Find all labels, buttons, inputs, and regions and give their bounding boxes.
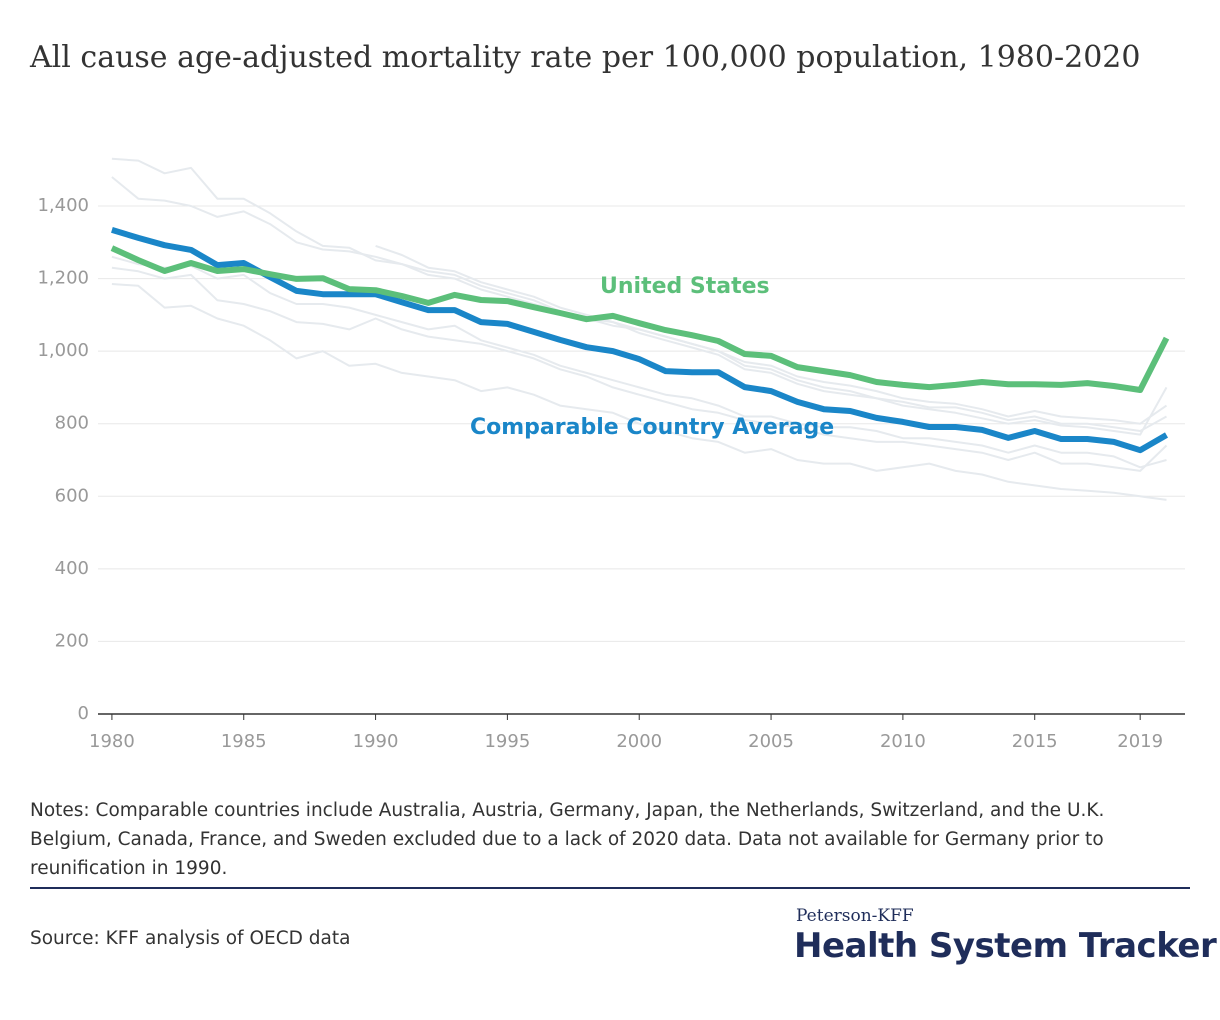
y-tick-label: 400 — [55, 558, 89, 579]
y-tick-label: 800 — [55, 413, 89, 434]
y-tick-label: 1,000 — [37, 340, 89, 361]
x-tick-label: 2010 — [880, 731, 926, 752]
x-tick-label: 1985 — [221, 731, 267, 752]
country-line — [111, 255, 1167, 469]
y-tick-label: 1,400 — [37, 195, 89, 216]
y-tick-label: 200 — [55, 630, 89, 651]
brand-top: Peterson-KFF — [796, 906, 914, 926]
y-tick-label: 600 — [55, 485, 89, 506]
x-tick-label: 2015 — [1012, 731, 1058, 752]
x-tick-label: 1995 — [484, 731, 530, 752]
country-line — [111, 266, 1168, 472]
x-tick-label: 2005 — [748, 731, 794, 752]
series-label: United States — [600, 274, 770, 299]
x-tick-label: 1980 — [89, 731, 135, 752]
y-tick-label: 1,200 — [37, 268, 89, 289]
y-tick-label: 0 — [78, 703, 89, 724]
series-label: Comparable Country Average — [470, 415, 834, 440]
notes: Notes: Comparable countries include Aust… — [30, 800, 1105, 879]
chart-title: All cause age-adjusted mortality rate pe… — [30, 40, 1141, 75]
x-tick-label: 2019 — [1117, 731, 1163, 752]
x-tick-label: 2000 — [616, 731, 662, 752]
country-line — [111, 283, 1167, 501]
source: Source: KFF analysis of OECD data — [30, 928, 351, 949]
x-tick-label: 1990 — [353, 731, 399, 752]
divider — [30, 887, 1190, 889]
brand: Health System Tracker — [794, 926, 1217, 966]
country-line — [375, 244, 1167, 432]
series-line — [110, 245, 1170, 393]
country-line — [111, 176, 1168, 436]
series-line — [111, 227, 1169, 454]
